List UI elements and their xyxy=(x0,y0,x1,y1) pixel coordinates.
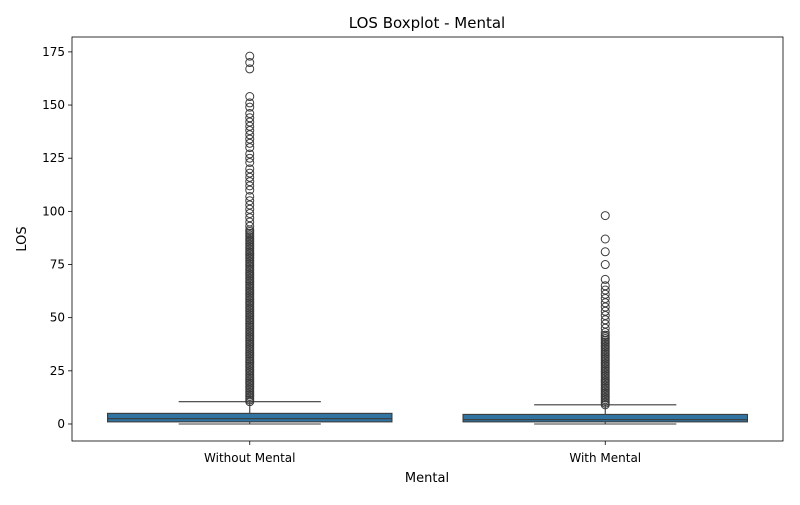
outlier-point xyxy=(600,311,610,321)
chart-title: LOS Boxplot - Mental xyxy=(349,14,505,32)
x-axis-label: Mental xyxy=(405,471,449,486)
outlier-point xyxy=(245,153,255,163)
outlier-point xyxy=(245,138,255,148)
outlier-point xyxy=(600,247,610,257)
y-tick-label: 175 xyxy=(42,45,65,59)
outlier-point xyxy=(245,143,255,153)
y-axis: 0 25 50 75 100 125 150 175 xyxy=(42,45,72,431)
outlier-point xyxy=(245,149,255,159)
outlier-point xyxy=(245,64,255,74)
outlier-point xyxy=(245,98,255,108)
outlier-point xyxy=(600,274,610,284)
outlier-point xyxy=(245,121,255,131)
box-iqr xyxy=(462,413,748,423)
outlier-point xyxy=(245,168,255,178)
outlier-point xyxy=(245,177,255,187)
outlier-point xyxy=(245,172,255,182)
outlier-point xyxy=(245,164,255,174)
outlier-point xyxy=(245,109,255,119)
outlier-point xyxy=(600,330,610,340)
y-tick-label: 150 xyxy=(42,98,65,112)
y-tick-label: 25 xyxy=(50,364,65,378)
y-tick-label: 125 xyxy=(42,151,65,165)
outlier-point xyxy=(245,102,255,112)
outlier-point xyxy=(245,134,255,144)
outlier-point xyxy=(600,211,610,221)
outlier-point xyxy=(600,294,610,304)
outlier-point xyxy=(245,130,255,140)
plot-frame xyxy=(71,36,784,442)
outlier-point xyxy=(245,200,255,210)
box-group xyxy=(107,51,748,425)
outlier-point xyxy=(600,323,610,333)
outlier-point xyxy=(245,221,255,231)
y-tick-label: 0 xyxy=(57,417,65,431)
box-1 xyxy=(107,51,393,425)
outlier-point xyxy=(600,306,610,316)
outlier-point xyxy=(600,302,610,312)
y-tick-label: 50 xyxy=(50,311,65,325)
outlier-point xyxy=(245,181,255,191)
outlier-point xyxy=(600,281,610,291)
outlier-point xyxy=(245,126,255,136)
outlier-point xyxy=(245,51,255,61)
outlier-point xyxy=(600,260,610,270)
x-tick-label: With Mental xyxy=(569,451,641,465)
outlier-point xyxy=(245,113,255,123)
outlier-point xyxy=(245,208,255,218)
outlier-point xyxy=(245,185,255,195)
outlier-point xyxy=(245,204,255,214)
outlier-point xyxy=(600,328,610,338)
outlier-point xyxy=(245,196,255,206)
outlier-point xyxy=(245,92,255,102)
outlier-point xyxy=(245,58,255,68)
outlier-point xyxy=(245,213,255,223)
box-2 xyxy=(462,211,748,425)
outlier-point xyxy=(600,319,610,329)
y-tick-label: 75 xyxy=(50,258,65,272)
box-iqr xyxy=(107,412,393,423)
outlier-point xyxy=(245,117,255,127)
x-tick-label: Without Mental xyxy=(204,451,295,465)
outlier-point xyxy=(600,285,610,295)
outlier-point xyxy=(245,191,255,201)
outlier-point xyxy=(245,217,255,227)
y-tick-label: 100 xyxy=(42,204,65,218)
outlier-point xyxy=(600,289,610,299)
y-axis-label: LOS xyxy=(15,226,30,251)
outlier-point xyxy=(600,234,610,244)
outlier-point xyxy=(600,298,610,308)
outlier-point xyxy=(245,157,255,167)
outlier-point xyxy=(600,315,610,325)
x-axis: Without Mental With Mental xyxy=(204,441,641,465)
